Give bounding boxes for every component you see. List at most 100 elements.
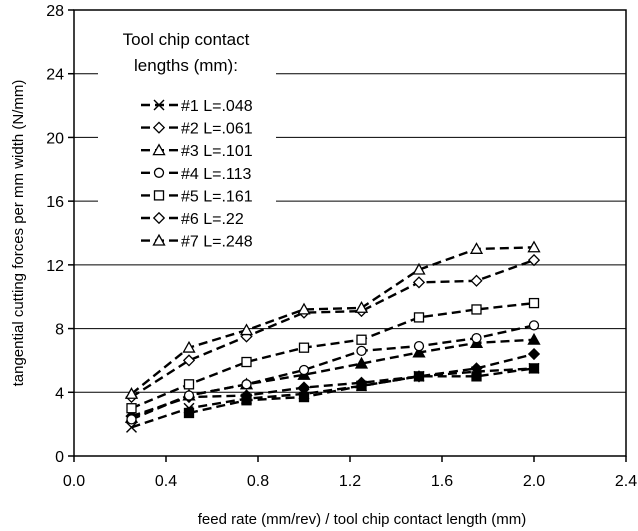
y-axis-ticks: 0 4 8 12 16 20 24 28 [46,3,74,466]
series-5 [126,297,540,414]
y-tick-label-16: 16 [46,194,64,211]
series-7 [124,240,541,399]
series-7-point-2 [182,340,196,353]
x-tick-label-2.4: 2.4 [615,473,637,490]
series-8-point-6 [471,371,482,382]
series-4-line [131,324,535,421]
series-7-point-4 [297,302,311,315]
legend-item-4-label: #4 L=.113 [181,166,252,183]
series-3-point-6 [412,345,426,358]
x-tick-label-1.6: 1.6 [431,473,453,490]
series-5-point-2 [183,379,195,390]
legend-item-7-marker [152,233,166,246]
series-4 [126,320,540,425]
legend-item-6-label: #6 L=.22 [181,211,244,228]
series-4-point-4 [298,364,310,376]
legend-item-4: #4 L=.113 [141,166,252,183]
series-5-point-1 [126,403,137,414]
y-tick-label-28: 28 [46,3,64,20]
series-6-point-2 [182,354,196,367]
y-tick-label-24: 24 [46,67,64,84]
legend: Tool chip contact lengths (mm): #1 L=.04… [98,20,276,255]
legend-background [98,20,276,255]
series-6-line [130,258,535,399]
legend-item-7: #7 L=.248 [141,234,253,251]
legend-item-6: #6 L=.22 [141,211,244,228]
y-tick-label-12: 12 [46,258,64,275]
series-4-point-1 [126,414,137,425]
series-8-point-5 [413,371,425,382]
legend-item-3-marker [152,143,166,156]
series-3-point-5 [354,356,369,369]
x-tick-label-0.4: 0.4 [155,473,177,490]
series-8-point-4 [356,380,367,392]
series-4-point-8 [528,320,540,331]
series-8-point-3 [298,391,310,403]
legend-item-3: #3 L=.101 [141,143,253,160]
series-5-point-5 [356,334,367,345]
series-2-line [131,352,535,418]
legend-item-7-label: #7 L=.248 [181,234,253,251]
series-6-point-8 [527,253,541,267]
x-tick-label-0.8: 0.8 [247,473,269,490]
series-5-point-6 [413,312,425,323]
legend-item-2: #2 L=.061 [141,121,253,138]
series-5-point-3 [241,356,252,368]
series-6-point-6 [412,276,426,289]
series-8 [183,363,540,419]
series-1-point-1 [126,421,137,433]
legend-item-1: #1 L=.048 [141,98,253,115]
legend-item-1-label: #1 L=.048 [181,98,253,115]
series-4-point-3 [241,379,252,390]
legend-item-2-label: #2 L=.061 [181,121,253,138]
legend-item-1-marker-stroke-b [153,99,165,111]
x-tick-label-2.0: 2.0 [523,473,545,490]
series-8-point-2 [241,395,252,406]
x-axis-title: feed rate (mm/rev) / tool chip contact l… [198,511,526,528]
series-1-point-1-stroke-b [126,421,137,433]
series-5-point-4 [298,342,310,353]
legend-title-line-2: lengths (mm): [134,56,238,75]
legend-item-3-label: #3 L=.101 [181,143,253,160]
series-2-point-8 [527,347,541,361]
legend-items: #1 L=.048 #2 L=.061 #3 L=.101 #4 L=.113 #5 L… [141,98,253,251]
x-tick-label-1.2: 1.2 [339,473,361,490]
series-5-point-7 [471,304,482,315]
legend-item-5-marker [153,190,165,201]
y-tick-label-4: 4 [55,385,64,402]
series-1-line [131,367,535,429]
series-6-point-7 [470,274,483,287]
y-tick-label-20: 20 [46,130,64,147]
series-8-point-7 [528,363,540,374]
legend-item-6-marker [152,211,166,225]
legend-item-1-marker [153,99,165,111]
series-8-point-1 [183,407,195,419]
legend-item-4-marker [153,167,165,178]
y-axis-title: tangential cutting forces per mm width (… [10,80,27,387]
legend-item-2-marker [152,121,166,134]
legend-item-5: #5 L=.161 [141,188,253,205]
series-7-point-5 [354,301,369,313]
y-tick-label-8: 8 [55,322,64,339]
legend-title-line-1: Tool chip contact [123,30,250,49]
series-layer [124,240,541,433]
series-4-point-7 [471,332,482,344]
x-axis-ticks: 0.0 0.4 0.8 1.2 1.6 2.0 2.4 [63,456,637,490]
x-tick-label-0.0: 0.0 [63,473,85,490]
series-7-point-3 [239,323,254,336]
series-7-line [130,246,535,395]
series-7-point-7 [469,242,484,254]
series-4-point-5 [356,345,367,357]
series-5-point-8 [528,297,540,309]
series-4-point-2 [183,390,195,401]
y-tick-label-0: 0 [55,449,64,466]
legend-item-5-label: #5 L=.161 [181,188,253,205]
series-3-point-8 [527,332,541,345]
series-5-line [131,301,535,410]
series-7-point-6 [412,262,426,275]
series-7-point-1 [124,387,139,399]
series-7-point-8 [527,240,541,253]
series-4-point-6 [413,340,425,352]
